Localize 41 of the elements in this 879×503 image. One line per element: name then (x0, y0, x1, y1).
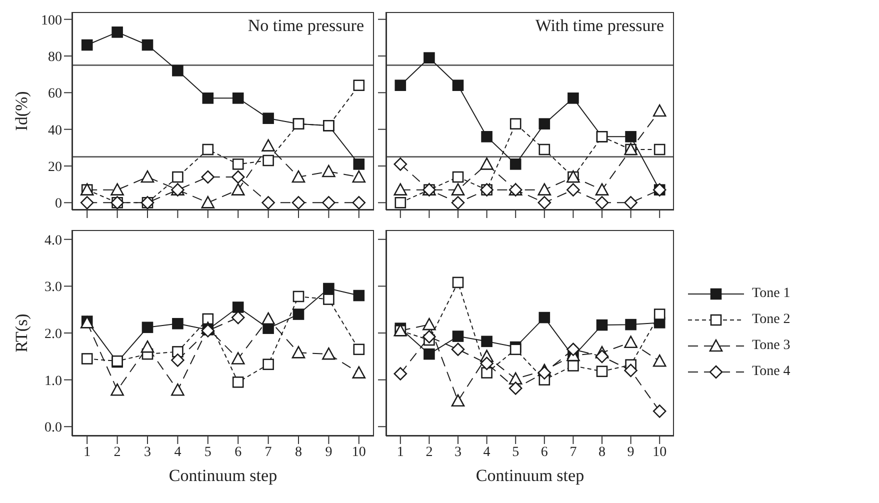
x-tick-label: 9 (325, 444, 332, 460)
x-tick-label: 8 (295, 444, 302, 460)
y-tick-label: 2.0 (44, 326, 62, 342)
x-tick-label: 5 (204, 444, 212, 460)
legend-label: Tone 2 (752, 312, 790, 328)
x-tick-label: 4 (483, 444, 490, 460)
x-tick-label: 2 (426, 444, 433, 460)
legend-label: Tone 3 (752, 338, 790, 354)
x-axis-title: Continuum step (168, 466, 278, 486)
y-tick-label: 0.0 (44, 420, 62, 436)
y-tick-label: 4.0 (44, 233, 62, 248)
x-tick-label: 6 (540, 444, 548, 460)
y-tick-label: 100 (41, 13, 62, 28)
y-tick-label: 0 (55, 196, 62, 212)
legend-label: Tone 4 (752, 364, 790, 380)
y-tick-label: 3.0 (44, 280, 62, 296)
x-tick-label: 5 (512, 444, 520, 460)
y-tick-label: 80 (48, 50, 62, 65)
chart-title: With time pressure (534, 16, 664, 36)
x-tick-label: 2 (114, 444, 121, 460)
legend-label: Tone 1 (752, 286, 790, 302)
y-axis-title: Id(%) (12, 91, 32, 131)
y-axis-title: RT(s) (12, 314, 32, 352)
x-tick-label: 1 (84, 444, 91, 460)
chart-title: No time pressure (246, 16, 364, 36)
x-tick-label: 10 (352, 444, 366, 460)
x-tick-label: 3 (454, 444, 462, 460)
x-tick-label: 7 (570, 444, 577, 460)
x-tick-label: 1 (396, 444, 404, 460)
x-tick-label: 9 (627, 444, 634, 460)
x-tick-label: 7 (264, 444, 272, 460)
x-tick-label: 8 (598, 444, 606, 460)
y-tick-label: 1.0 (44, 374, 62, 389)
x-tick-label: 10 (652, 444, 667, 460)
y-tick-label: 20 (48, 160, 62, 175)
y-tick-label: 60 (48, 86, 62, 102)
x-tick-label: 4 (174, 444, 182, 460)
x-tick-label: 3 (144, 444, 151, 460)
x-axis-title: Continuum step (474, 466, 586, 486)
y-tick-label: 40 (48, 123, 62, 138)
x-tick-label: 6 (234, 444, 242, 460)
